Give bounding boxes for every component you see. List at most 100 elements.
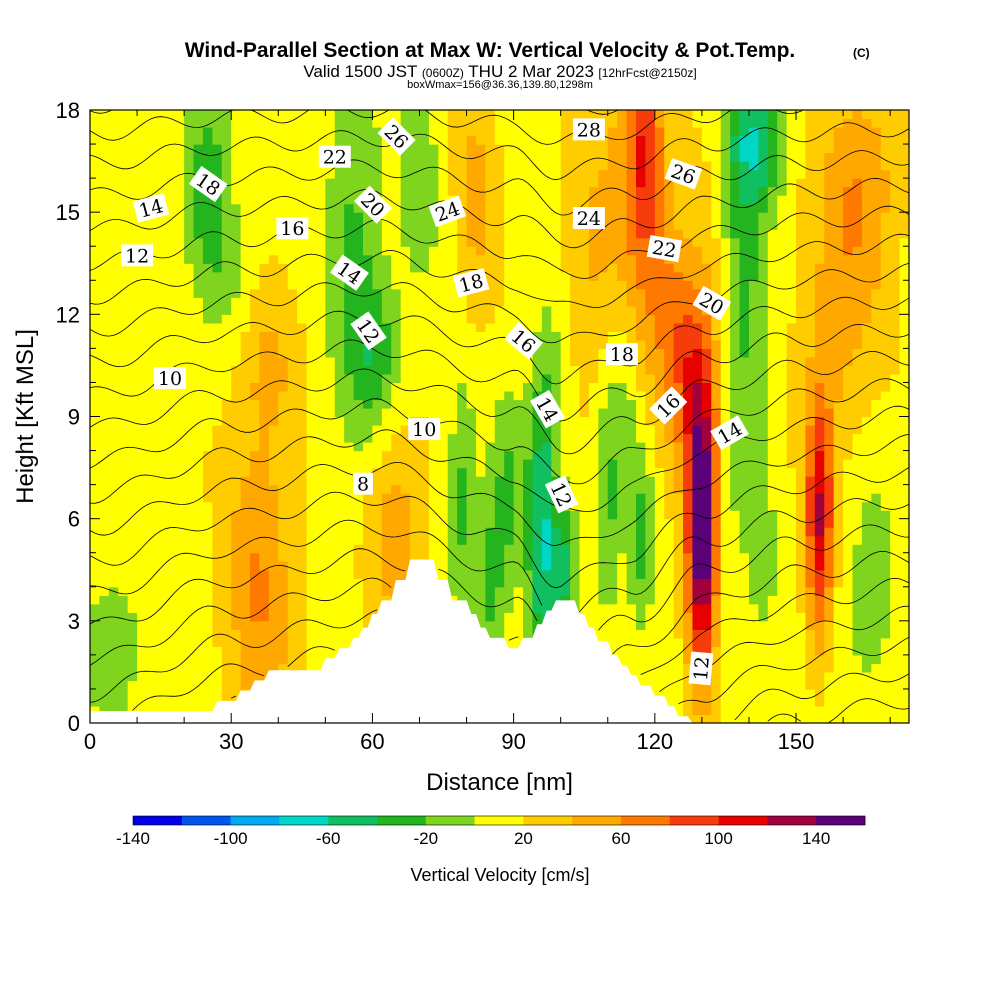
velocity-cell [165,152,176,162]
velocity-cell [99,322,110,332]
velocity-cell [645,433,656,443]
velocity-cell [532,263,543,273]
velocity-cell [400,356,411,367]
velocity-cell [221,629,232,639]
velocity-cell [259,263,270,273]
velocity-cell [636,135,647,145]
velocity-cell [259,629,270,639]
velocity-cell [673,476,684,486]
velocity-cell [654,552,665,562]
velocity-cell [231,671,242,682]
velocity-cell [720,450,731,460]
velocity-cell [268,484,279,494]
velocity-cell [720,127,731,137]
velocity-cell [485,467,496,477]
velocity-cell [174,569,185,579]
velocity-cell [315,373,326,384]
velocity-cell [551,178,562,188]
velocity-cell [683,501,694,511]
velocity-cell [654,263,665,273]
velocity-cell [532,348,543,358]
velocity-cell [306,433,317,443]
velocity-cell [99,305,110,315]
velocity-cell [146,654,157,664]
velocity-cell [617,144,628,154]
velocity-cell [720,561,731,571]
velocity-cell [428,322,439,332]
velocity-cell [297,399,308,409]
velocity-cell [598,144,609,154]
velocity-cell [447,399,458,409]
velocity-cell [127,671,138,682]
velocity-cell [598,603,609,613]
velocity-cell [127,186,138,196]
velocity-cell [720,322,731,332]
velocity-cell [155,237,166,247]
velocity-cell [221,544,232,554]
velocity-cell [108,688,119,699]
velocity-cell [428,186,439,196]
velocity-cell [410,314,421,324]
velocity-cell [297,646,308,656]
velocity-cell [438,407,449,418]
velocity-cell [636,433,647,443]
velocity-cell [278,237,289,247]
velocity-cell [692,339,703,349]
velocity-cell [419,314,430,324]
velocity-cell [551,535,562,545]
velocity-cell [654,595,665,605]
velocity-cell [541,280,552,290]
velocity-cell [551,322,562,332]
velocity-cell [730,663,741,673]
velocity-cell [504,637,515,647]
velocity-cell [701,339,712,349]
velocity-cell [325,425,336,435]
velocity-cell [523,629,534,639]
velocity-cell [381,186,392,196]
velocity-cell [701,220,712,230]
velocity-cell [692,212,703,222]
velocity-cell [683,144,694,154]
velocity-cell [325,178,336,188]
velocity-cell [683,280,694,290]
velocity-cell [127,484,138,494]
velocity-cell [202,476,213,486]
velocity-cell [137,425,148,435]
velocity-cell [202,442,213,452]
velocity-cell [428,229,439,239]
velocity-cell [287,459,298,469]
velocity-cell [363,561,374,571]
velocity-cell [108,280,119,290]
velocity-cell [297,263,308,273]
velocity-cell [184,118,195,128]
velocity-cell [410,178,421,188]
velocity-cell [400,152,411,162]
velocity-cell [165,467,176,477]
velocity-cell [306,229,317,239]
velocity-cell [315,518,326,528]
velocity-cell [532,144,543,154]
velocity-cell [636,535,647,545]
velocity-cell [193,654,204,664]
velocity-cell [184,510,195,520]
velocity-cell [90,527,101,537]
velocity-cell [551,297,562,307]
velocity-cell [193,416,204,426]
velocity-cell [683,578,694,588]
velocity-cell [683,552,694,562]
velocity-cell [353,586,364,596]
velocity-cell [626,535,637,545]
velocity-cell [513,271,524,281]
velocity-cell [419,365,430,375]
velocity-cell [240,535,251,545]
velocity-cell [720,186,731,196]
velocity-cell [692,569,703,579]
velocity-cell [174,280,185,290]
velocity-cell [90,356,101,367]
velocity-cell [240,203,251,213]
velocity-cell [410,407,421,418]
velocity-cell [278,373,289,384]
velocity-cell [447,271,458,281]
velocity-cell [250,459,261,469]
velocity-cell [730,620,741,630]
